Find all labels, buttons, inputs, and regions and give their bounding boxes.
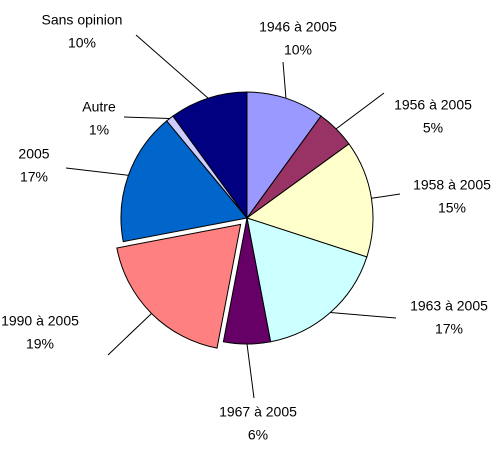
leader-line xyxy=(135,34,209,99)
slice-label: 1946 à 2005 xyxy=(259,19,337,35)
leader-line xyxy=(246,343,255,399)
slice-label: 1956 à 2005 xyxy=(394,97,472,113)
leader-line xyxy=(371,193,401,199)
slice-label: 2005 xyxy=(18,146,49,162)
slice-label: Sans opinion xyxy=(42,12,123,28)
slice-label: Autre xyxy=(82,99,116,115)
pie-slice xyxy=(245,143,374,258)
slice-value: 6% xyxy=(248,427,268,443)
leader-line xyxy=(335,92,385,130)
leader-line xyxy=(123,116,170,119)
slice-value: 5% xyxy=(423,120,443,136)
leader-line xyxy=(65,167,129,176)
leader-line xyxy=(330,312,397,319)
pie-slice xyxy=(120,120,248,243)
slice-value: 1% xyxy=(89,122,109,138)
pie-slice xyxy=(172,91,248,220)
slice-value: 17% xyxy=(20,169,48,185)
pie-slice xyxy=(246,217,368,343)
pie-slice xyxy=(246,91,322,220)
slice-value: 10% xyxy=(284,42,312,58)
slice-value: 15% xyxy=(438,200,466,216)
slice-value: 17% xyxy=(435,321,463,337)
pie-slice xyxy=(222,217,272,345)
slice-value: 10% xyxy=(68,35,96,51)
slice-value: 19% xyxy=(26,336,54,352)
slice-label: 1958 à 2005 xyxy=(413,177,491,193)
slice-label: 1963 à 2005 xyxy=(410,298,488,314)
slice-label: 1990 à 2005 xyxy=(1,313,79,329)
slice-label: 1967 à 2005 xyxy=(219,404,297,420)
pie-slice xyxy=(116,223,242,349)
leader-line xyxy=(107,313,152,356)
leader-line xyxy=(282,61,287,99)
